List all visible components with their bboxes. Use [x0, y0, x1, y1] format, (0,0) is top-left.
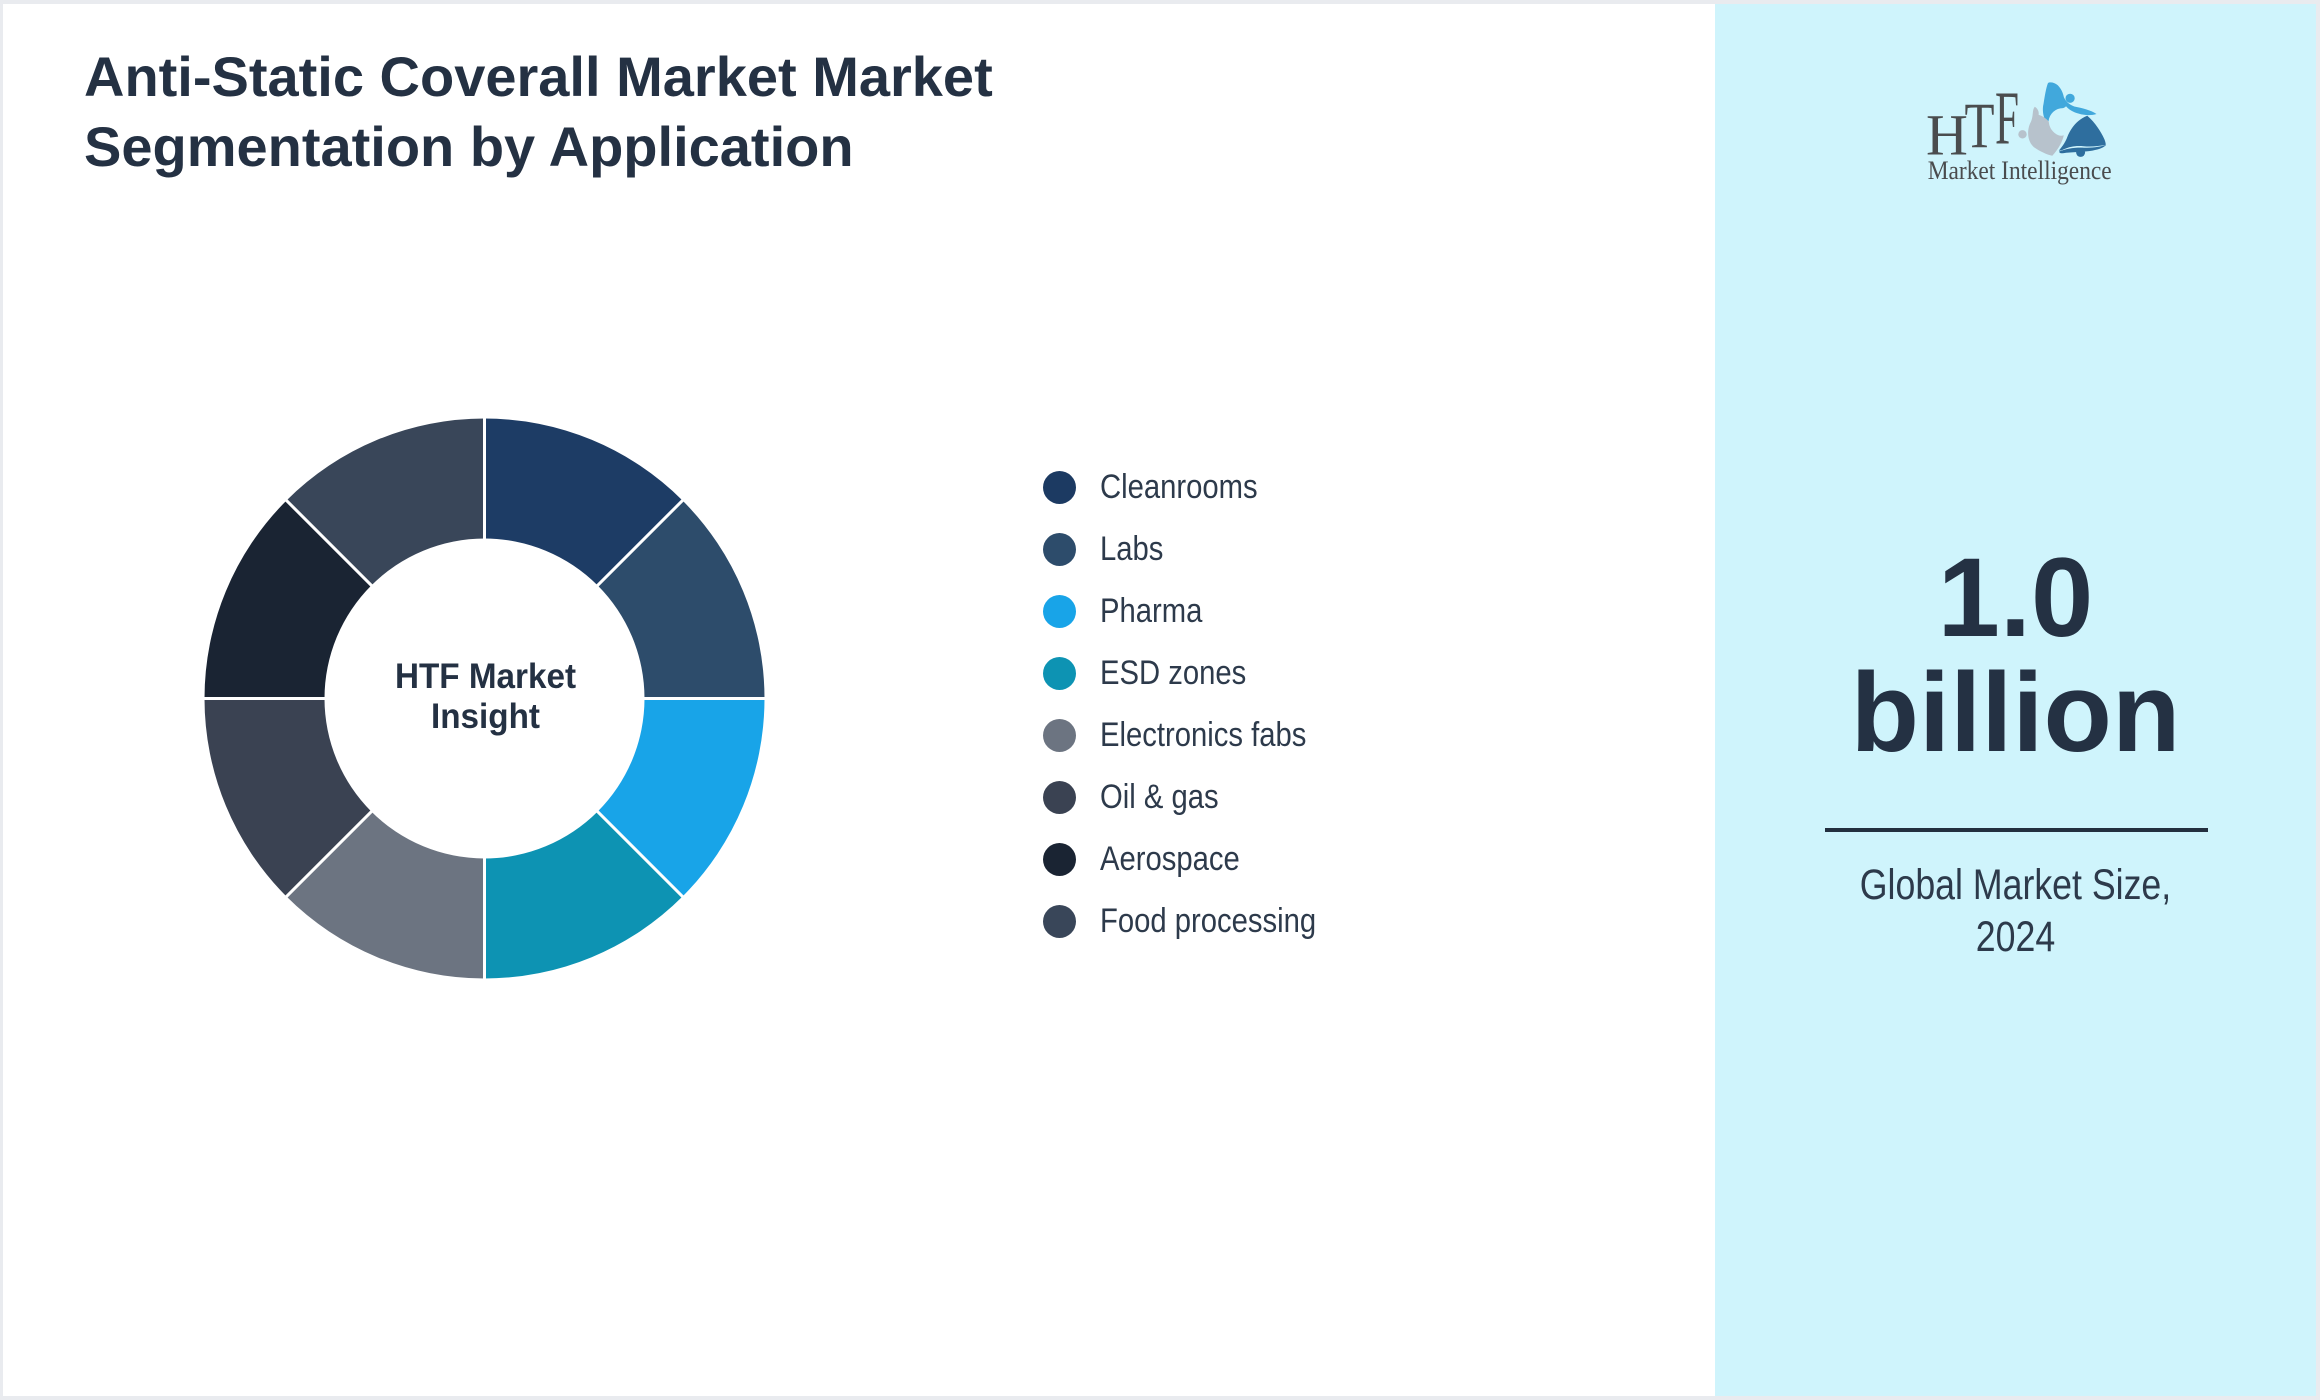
svg-text:T: T: [1965, 90, 1995, 162]
svg-text:F: F: [1995, 77, 2019, 161]
svg-text:Market Intelligence: Market Intelligence: [1928, 156, 2112, 185]
svg-text:H: H: [1926, 103, 1968, 168]
